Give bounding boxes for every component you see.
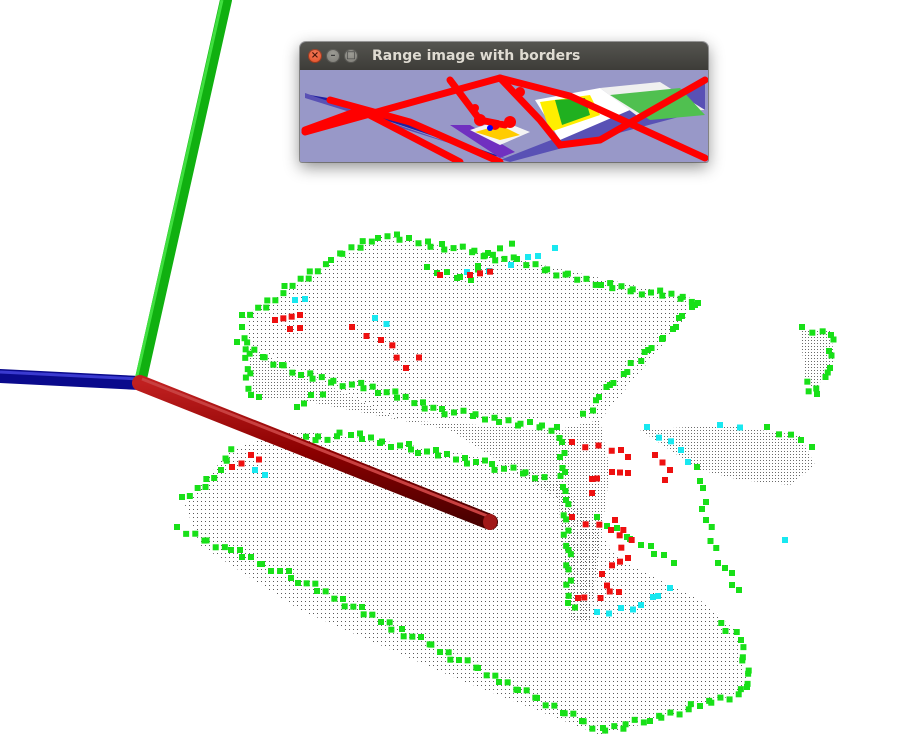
axis-z-highlight	[0, 370, 141, 381]
chair-surface	[640, 425, 815, 485]
table-front-surface	[245, 345, 600, 500]
window-titlebar[interactable]: × – □ Range image with borders	[300, 42, 708, 70]
axis-x-highlight	[141, 377, 491, 519]
point-cloud	[185, 235, 835, 735]
range-image-window[interactable]: × – □ Range image with borders	[300, 42, 708, 162]
axis-x-cap	[483, 514, 497, 530]
veil-points	[252, 245, 788, 617]
maximize-icon: □	[346, 50, 356, 61]
right-object	[800, 330, 835, 390]
window-title: Range image with borders	[372, 48, 581, 64]
obstacle-border-points	[229, 268, 673, 601]
range-image	[300, 70, 708, 162]
axis-y	[134, 0, 232, 389]
axis-x	[132, 375, 498, 530]
minimize-icon: –	[330, 50, 336, 61]
close-icon: ×	[310, 50, 320, 61]
floor-surface	[185, 430, 750, 735]
maximize-button[interactable]: □	[344, 49, 358, 63]
shadow-border-points	[174, 231, 837, 734]
minimize-button[interactable]: –	[326, 49, 340, 63]
axis-y-highlight	[134, 0, 224, 381]
axis-z	[0, 369, 147, 390]
coordinate-axes	[0, 0, 498, 530]
close-button[interactable]: ×	[308, 49, 322, 63]
